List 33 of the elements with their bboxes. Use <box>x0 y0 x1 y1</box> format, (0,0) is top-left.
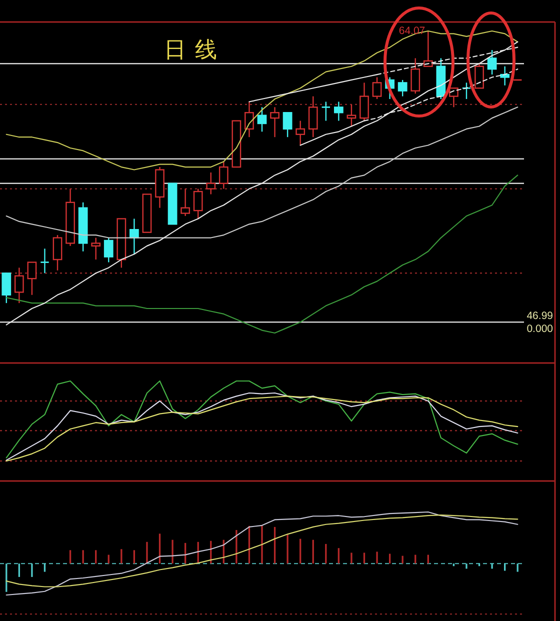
candlestick <box>14 267 24 304</box>
candlestick <box>104 237 114 263</box>
candlestick <box>308 96 318 138</box>
candlestick <box>372 76 382 100</box>
candlestick <box>180 188 190 217</box>
candlestick <box>270 106 280 138</box>
candlestick <box>244 101 254 138</box>
candlestick <box>487 49 497 76</box>
candlestick <box>257 106 267 132</box>
candlestick <box>2 272 12 304</box>
candlestick <box>346 104 356 127</box>
candlestick <box>449 88 458 108</box>
candlestick <box>360 82 369 122</box>
candlestick <box>27 262 37 296</box>
candlestick <box>282 112 292 138</box>
candlestick <box>398 79 408 97</box>
candlestick <box>410 58 420 94</box>
candlestick <box>206 172 216 195</box>
candlestick <box>500 66 510 86</box>
text: 0.000 <box>526 323 554 336</box>
text: 46.99 <box>526 310 554 322</box>
candlestick <box>40 248 50 274</box>
candlestick <box>91 237 101 260</box>
text: 64.07 <box>398 25 426 37</box>
candlestick <box>423 30 433 67</box>
candlestick <box>296 120 306 146</box>
candlestick <box>321 101 331 122</box>
chart-title: 日线 <box>164 37 226 62</box>
candlestick <box>474 63 484 89</box>
candlestick <box>193 188 203 220</box>
candlestick <box>218 160 228 190</box>
candlestick <box>52 234 62 272</box>
candlestick <box>334 101 344 122</box>
